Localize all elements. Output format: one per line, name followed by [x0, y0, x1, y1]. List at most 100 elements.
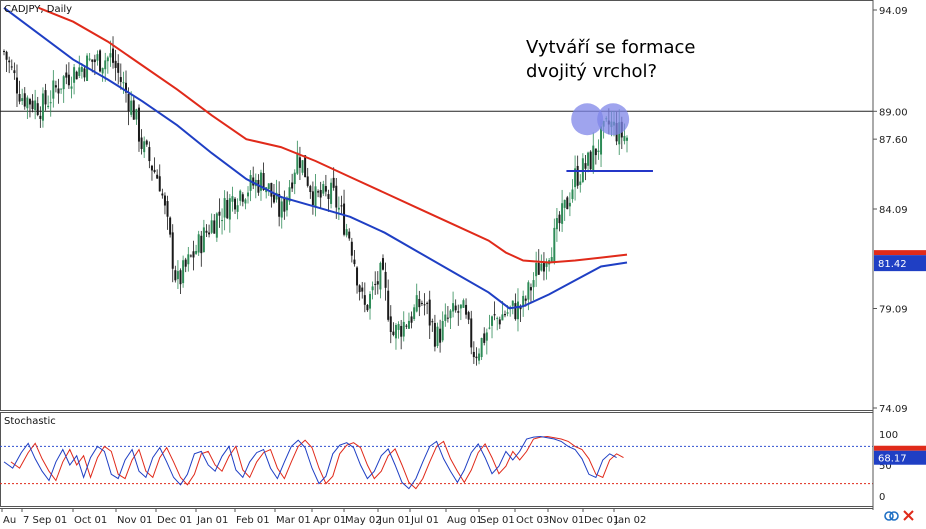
candle-body	[293, 172, 296, 185]
candle-body	[182, 260, 185, 284]
candle-body	[122, 82, 125, 84]
candle-body	[498, 319, 501, 325]
candle-body	[140, 137, 143, 149]
candle-body	[441, 320, 444, 341]
stoch-current-label: 68.17	[878, 454, 907, 465]
candle-body	[283, 198, 286, 212]
candle-body	[410, 316, 413, 323]
current-price-box	[874, 131, 926, 148]
candle-body	[13, 70, 16, 74]
candle-body	[532, 280, 535, 288]
candle-body	[195, 250, 198, 254]
candle-body	[433, 322, 436, 347]
double-top-circle	[597, 103, 630, 136]
candle-body	[236, 205, 239, 212]
annotation-line-2: dvojitý vrchol?	[526, 61, 657, 82]
candle-body	[223, 198, 226, 218]
candle-body	[480, 338, 483, 358]
stochastic-title: Stochastic	[4, 416, 56, 427]
candle-body	[101, 67, 104, 74]
time-tick-label: Jun 01	[378, 515, 411, 526]
candle-body	[457, 311, 460, 313]
candle-body	[587, 152, 590, 166]
candle-body	[218, 211, 221, 216]
candle-body	[73, 67, 76, 83]
candle-body	[407, 320, 410, 329]
candle-body	[202, 227, 205, 253]
candle-body	[18, 94, 21, 102]
candle-body	[330, 182, 333, 204]
candle-body	[436, 326, 439, 346]
candle-body	[179, 270, 182, 285]
candle-body	[389, 316, 392, 332]
candle-body	[54, 85, 57, 88]
candle-body	[478, 353, 481, 361]
link-icon[interactable]	[884, 511, 899, 521]
stochastic-panel-frame	[0, 412, 874, 507]
candle-body	[542, 262, 545, 272]
price-panel	[0, 0, 874, 411]
candle-body	[298, 157, 301, 168]
candle-body	[150, 165, 153, 171]
candle-body	[405, 325, 408, 327]
candle-body	[96, 54, 99, 61]
candle-body	[62, 76, 65, 90]
double-top-circle	[571, 103, 604, 136]
candle-body	[114, 60, 117, 68]
candle-body	[104, 60, 107, 70]
candle-body	[125, 82, 128, 93]
time-tick-label: Dec 01	[157, 515, 192, 526]
candle-body	[270, 182, 273, 197]
time-tick-label: Feb 01	[236, 515, 270, 526]
candle-body	[83, 68, 86, 78]
candle-body	[353, 259, 356, 265]
candle-body	[192, 251, 195, 258]
candle-body	[291, 182, 294, 189]
candle-body	[537, 262, 540, 275]
candle-body	[459, 304, 462, 309]
candle-body	[288, 187, 291, 202]
candle-body	[272, 194, 275, 203]
candle-body	[153, 169, 156, 173]
candle-body	[589, 151, 592, 170]
candle-body	[31, 100, 34, 110]
candle-body	[3, 50, 5, 52]
candle-body	[200, 235, 203, 254]
symbol-label: CADJPY, Daily	[4, 4, 72, 15]
time-tick-label: Sep 01	[480, 515, 515, 526]
time-tick-label: Jan 01	[196, 515, 228, 526]
candle-body	[381, 258, 384, 270]
ma-blue-line	[3, 6, 628, 310]
candle-body	[49, 102, 52, 104]
price-tick-label: 87.60	[879, 135, 908, 146]
time-tick-label: Dec 01	[584, 515, 619, 526]
candle-body	[247, 192, 250, 197]
close-icon[interactable]	[903, 510, 914, 521]
candle-body	[215, 213, 218, 238]
candle-body	[244, 199, 247, 204]
candle-body	[70, 86, 73, 89]
candle-body	[475, 356, 478, 359]
candle-body	[23, 93, 26, 107]
candle-body	[267, 183, 270, 189]
candle-body	[143, 141, 146, 153]
candle-body	[301, 160, 304, 173]
candle-body	[524, 298, 527, 301]
candle-body	[348, 231, 351, 239]
candle-body	[8, 60, 11, 63]
candle-body	[135, 109, 138, 120]
candle-body	[52, 80, 55, 99]
candle-body	[319, 189, 322, 198]
candle-body	[503, 313, 506, 316]
candle-body	[376, 281, 379, 285]
candle-body	[117, 63, 120, 73]
candle-body	[366, 304, 369, 311]
candle-body	[67, 74, 70, 86]
candle-body	[516, 301, 519, 320]
candle-body	[5, 51, 8, 60]
candle-body	[15, 77, 18, 94]
candle-body	[296, 152, 299, 174]
candle-body	[579, 181, 582, 185]
candle-body	[314, 186, 317, 208]
candle-body	[340, 205, 343, 207]
